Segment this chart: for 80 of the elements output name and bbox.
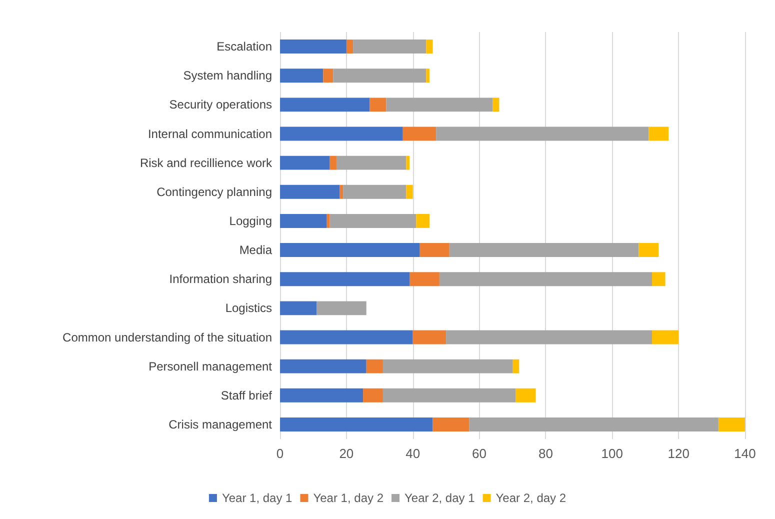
y-tick-label: Logging: [229, 214, 272, 228]
bar: [280, 156, 330, 170]
bar: [280, 98, 370, 112]
bar: [280, 359, 366, 374]
y-tick-label: Information sharing: [169, 272, 272, 286]
y-tick-label: Security operations: [169, 98, 272, 112]
bar: [330, 214, 416, 228]
legend-label: Year 1, day 2: [313, 491, 384, 505]
x-tick-label: 100: [601, 446, 623, 461]
y-tick-label: System handling: [183, 68, 272, 83]
y-tick-label: Logistics: [225, 301, 272, 316]
x-tick-label: 140: [734, 446, 756, 461]
bar: [516, 388, 536, 402]
x-tick-label: 120: [668, 446, 690, 461]
bar: [432, 417, 470, 432]
bar: [343, 184, 406, 199]
bar: [280, 40, 346, 54]
y-tick-label: Staff brief: [220, 388, 273, 402]
x-tick-label: 40: [406, 446, 420, 461]
bar: [280, 184, 340, 199]
bar: [449, 243, 639, 258]
y-tick-label: Contingency planning: [156, 184, 272, 199]
bar: [420, 243, 450, 258]
y-tick-label: Media: [239, 243, 272, 258]
x-tick-label: 20: [339, 446, 354, 461]
y-tick-label: Common understanding of the situation: [62, 330, 272, 344]
bar: [638, 243, 659, 258]
bar: [323, 68, 334, 83]
bar: [330, 156, 336, 170]
bar: [280, 214, 326, 228]
bar: [412, 330, 446, 344]
bar: [416, 214, 430, 228]
bar: [386, 98, 493, 112]
bar: [346, 40, 354, 54]
bar: [280, 272, 410, 286]
legend-label: Year 1, day 1: [222, 491, 293, 505]
y-tick-label: Escalation: [216, 40, 272, 54]
bar: [406, 184, 413, 199]
bar: [366, 359, 383, 374]
legend-label: Year 2, day 2: [496, 491, 566, 505]
y-tick-label: Crisis management: [168, 417, 273, 432]
bar: [280, 301, 317, 316]
bar: [280, 68, 324, 83]
bar: [652, 272, 666, 286]
bar: [512, 359, 520, 374]
bar: [402, 126, 436, 141]
bar: [280, 126, 403, 141]
bar: [426, 68, 430, 83]
y-tick-label: Risk and recillience work: [140, 156, 273, 170]
bar: [406, 156, 410, 170]
bar: [426, 40, 433, 54]
bar: [410, 272, 440, 286]
x-tick-label: 80: [538, 446, 553, 461]
bar: [353, 40, 426, 54]
bar: [316, 301, 366, 316]
bar: [439, 272, 652, 286]
bar: [382, 359, 512, 374]
x-tick-label: 60: [472, 446, 487, 461]
bar: [652, 330, 679, 344]
bar: [446, 330, 652, 344]
bar: [492, 98, 500, 112]
bar: [326, 214, 330, 228]
bar: [280, 388, 364, 402]
y-tick-label: Personell management: [148, 359, 273, 374]
bar: [333, 68, 426, 83]
bar: [718, 417, 745, 432]
bar: [336, 156, 406, 170]
bar: [280, 417, 433, 432]
bar: [363, 388, 383, 402]
bar: [382, 388, 516, 402]
bar: [370, 98, 386, 112]
x-tick-label: 0: [276, 446, 284, 461]
y-tick-label: Internal communication: [148, 126, 272, 141]
legend-label: Year 2, day 1: [404, 491, 476, 505]
bar: [648, 126, 669, 141]
bar: [340, 184, 344, 199]
bar: [436, 126, 649, 141]
bar: [469, 417, 718, 432]
bar: [280, 330, 413, 344]
bar: [280, 243, 420, 258]
